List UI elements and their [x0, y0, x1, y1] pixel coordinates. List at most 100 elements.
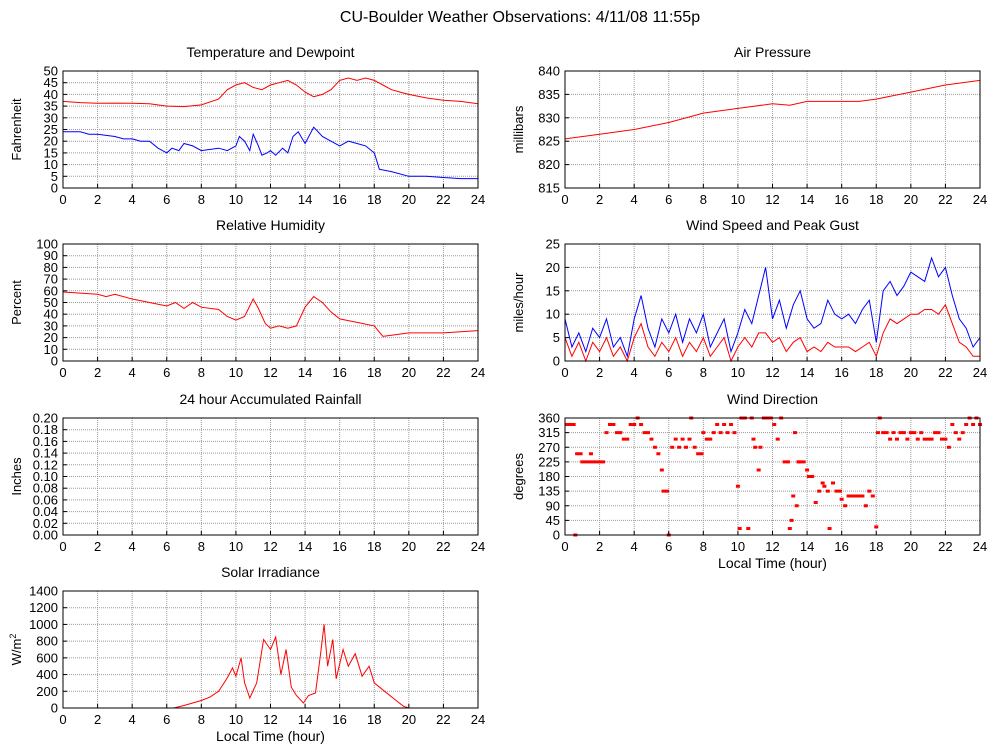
x-tick-label: 22	[436, 365, 450, 380]
x-tick-label: 10	[731, 365, 745, 380]
x-tick-label: 14	[800, 365, 814, 380]
x-tick-label: 14	[800, 539, 814, 554]
x-tick-label: 10	[229, 365, 243, 380]
data-point	[684, 445, 689, 449]
data-point	[888, 437, 893, 441]
data-point	[881, 431, 886, 435]
x-tick-label: 6	[163, 539, 170, 554]
series-line-1	[564, 303, 980, 363]
data-point	[673, 437, 678, 441]
data-point	[587, 460, 592, 464]
data-point	[711, 431, 716, 435]
x-tick-label: 16	[834, 192, 848, 207]
x-tick-label: 6	[665, 539, 672, 554]
data-point	[905, 437, 910, 441]
y-axis-label-main: W/m	[9, 639, 24, 666]
data-point	[588, 452, 593, 456]
y-tick-label: 180	[538, 469, 560, 484]
y-tick-label: 840	[538, 64, 560, 79]
x-tick-label: 2	[94, 365, 101, 380]
y-tick-label: 815	[538, 181, 560, 196]
data-point	[806, 475, 811, 478]
data-point	[656, 452, 661, 456]
series-line-1	[63, 126, 478, 180]
data-point	[860, 494, 865, 498]
y-tick-label: 0	[51, 181, 58, 196]
y-tick-label: 0.08	[33, 481, 58, 496]
data-point	[756, 468, 761, 472]
x-tick-label: 16	[332, 539, 346, 554]
y-tick-label: 0	[51, 354, 58, 369]
data-point	[953, 431, 958, 435]
data-point	[775, 437, 780, 441]
y-tick-label: 135	[538, 484, 560, 499]
y-tick-label: 0.12	[33, 457, 58, 472]
data-point	[908, 431, 913, 435]
y-tick-label: 80	[44, 260, 58, 275]
y-tick-label: 0.18	[33, 422, 58, 437]
x-tick-label: 20	[904, 192, 918, 207]
data-point	[580, 460, 585, 464]
x-tick-label: 12	[263, 539, 277, 554]
x-tick-label: 2	[94, 192, 101, 207]
data-point	[701, 431, 706, 435]
x-tick-label: 10	[229, 192, 243, 207]
x-tick-label: 16	[834, 365, 848, 380]
data-point	[964, 423, 969, 426]
x-tick-label: 24	[973, 365, 987, 380]
x-tick-label: 18	[869, 365, 883, 380]
data-point	[704, 437, 709, 441]
x-tick-label: 8	[198, 192, 205, 207]
x-tick-label: 0	[561, 365, 568, 380]
x-tick-label: 16	[332, 192, 346, 207]
x-tick-label: 12	[765, 192, 779, 207]
data-point	[843, 504, 848, 508]
data-point	[729, 423, 733, 426]
x-tick-label: 0	[59, 539, 66, 554]
y-tick-label: 270	[538, 440, 560, 455]
data-point	[590, 460, 595, 464]
x-tick-label: 0	[59, 365, 66, 380]
data-point	[607, 423, 612, 426]
x-tick-label: 18	[869, 539, 883, 554]
series-line-0	[62, 291, 479, 337]
data-point	[875, 431, 880, 435]
chart-title: 24 hour Accumulated Rainfall	[179, 391, 361, 407]
data-point	[901, 431, 906, 435]
series-line-0	[62, 77, 479, 108]
y-axis-label: millibars	[511, 105, 526, 153]
x-tick-label: 20	[904, 365, 918, 380]
data-point	[652, 445, 657, 449]
y-tick-label: 1200	[29, 600, 58, 615]
chart-title: Air Pressure	[734, 44, 811, 60]
x-tick-label: 18	[869, 192, 883, 207]
x-tick-label: 8	[700, 192, 707, 207]
data-point	[601, 460, 606, 464]
data-point	[943, 437, 948, 441]
data-point	[649, 437, 654, 441]
data-point	[578, 452, 583, 456]
y-tick-label: 1000	[29, 617, 58, 632]
x-tick-label: 12	[263, 192, 277, 207]
x-tick-label: 0	[561, 192, 568, 207]
data-point	[805, 468, 810, 472]
y-axis-label: Fahrenheit	[9, 98, 24, 161]
y-tick-label: 360	[538, 411, 560, 426]
chart-title: Solar Irradiance	[221, 564, 320, 580]
x-tick-label: 8	[198, 365, 205, 380]
y-tick-label: 35	[44, 99, 58, 114]
data-point	[834, 489, 839, 493]
x-tick-label: 24	[471, 712, 485, 727]
data-point	[787, 527, 792, 530]
data-point	[891, 431, 896, 435]
x-axis-label: Local Time (hour)	[718, 555, 827, 571]
x-tick-label: 6	[163, 712, 170, 727]
data-point	[933, 431, 938, 435]
data-point	[646, 431, 650, 435]
x-tick-label: 4	[631, 365, 638, 380]
y-tick-label: 30	[44, 318, 58, 333]
y-tick-label: 835	[538, 87, 560, 102]
x-tick-label: 16	[332, 712, 346, 727]
